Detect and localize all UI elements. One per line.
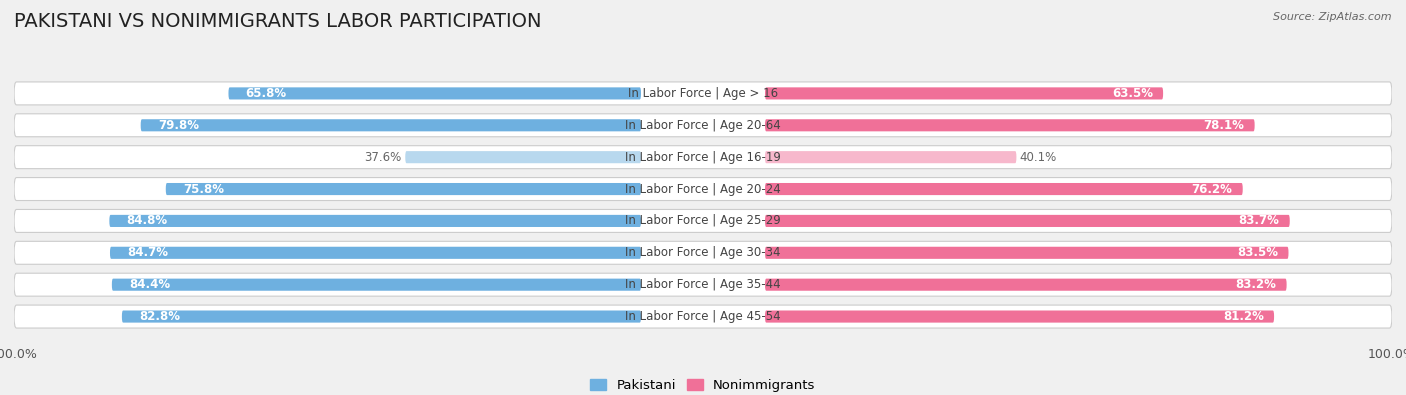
FancyBboxPatch shape xyxy=(14,209,1392,232)
FancyBboxPatch shape xyxy=(14,305,1392,328)
FancyBboxPatch shape xyxy=(641,150,765,164)
FancyBboxPatch shape xyxy=(641,246,765,260)
FancyBboxPatch shape xyxy=(641,214,765,228)
FancyBboxPatch shape xyxy=(14,273,1392,296)
FancyBboxPatch shape xyxy=(405,151,641,163)
Text: 40.1%: 40.1% xyxy=(1019,150,1057,164)
FancyBboxPatch shape xyxy=(765,183,1243,195)
Text: PAKISTANI VS NONIMMIGRANTS LABOR PARTICIPATION: PAKISTANI VS NONIMMIGRANTS LABOR PARTICI… xyxy=(14,12,541,31)
FancyBboxPatch shape xyxy=(14,241,1392,264)
FancyBboxPatch shape xyxy=(14,178,1392,201)
FancyBboxPatch shape xyxy=(641,278,765,292)
Text: In Labor Force | Age 20-24: In Labor Force | Age 20-24 xyxy=(626,182,780,196)
FancyBboxPatch shape xyxy=(765,215,1289,227)
Text: In Labor Force | Age > 16: In Labor Force | Age > 16 xyxy=(628,87,778,100)
FancyBboxPatch shape xyxy=(765,119,1254,132)
FancyBboxPatch shape xyxy=(14,146,1392,169)
Text: 81.2%: 81.2% xyxy=(1223,310,1264,323)
FancyBboxPatch shape xyxy=(765,278,1286,291)
FancyBboxPatch shape xyxy=(641,87,765,100)
Text: Source: ZipAtlas.com: Source: ZipAtlas.com xyxy=(1274,12,1392,22)
Text: 84.4%: 84.4% xyxy=(129,278,170,291)
Text: 79.8%: 79.8% xyxy=(157,119,198,132)
Text: 75.8%: 75.8% xyxy=(183,182,224,196)
Text: 83.5%: 83.5% xyxy=(1237,246,1278,259)
Text: 76.2%: 76.2% xyxy=(1191,182,1233,196)
Text: 37.6%: 37.6% xyxy=(364,150,402,164)
Text: In Labor Force | Age 25-29: In Labor Force | Age 25-29 xyxy=(626,214,780,228)
Text: 84.7%: 84.7% xyxy=(127,246,169,259)
Text: 83.2%: 83.2% xyxy=(1236,278,1277,291)
Text: 65.8%: 65.8% xyxy=(246,87,287,100)
FancyBboxPatch shape xyxy=(228,87,641,100)
FancyBboxPatch shape xyxy=(765,87,1163,100)
FancyBboxPatch shape xyxy=(14,114,1392,137)
Text: In Labor Force | Age 35-44: In Labor Force | Age 35-44 xyxy=(626,278,780,291)
Text: 63.5%: 63.5% xyxy=(1112,87,1153,100)
FancyBboxPatch shape xyxy=(110,247,641,259)
FancyBboxPatch shape xyxy=(166,183,641,195)
FancyBboxPatch shape xyxy=(765,310,1274,323)
Text: 83.7%: 83.7% xyxy=(1239,214,1279,228)
Text: In Labor Force | Age 30-34: In Labor Force | Age 30-34 xyxy=(626,246,780,259)
Text: 84.8%: 84.8% xyxy=(127,214,167,228)
FancyBboxPatch shape xyxy=(641,118,765,132)
FancyBboxPatch shape xyxy=(122,310,641,323)
FancyBboxPatch shape xyxy=(112,278,641,291)
FancyBboxPatch shape xyxy=(641,182,765,196)
Text: 78.1%: 78.1% xyxy=(1204,119,1244,132)
FancyBboxPatch shape xyxy=(141,119,641,132)
FancyBboxPatch shape xyxy=(641,310,765,324)
FancyBboxPatch shape xyxy=(765,151,1017,163)
Text: 82.8%: 82.8% xyxy=(139,310,180,323)
FancyBboxPatch shape xyxy=(110,215,641,227)
Text: In Labor Force | Age 16-19: In Labor Force | Age 16-19 xyxy=(626,150,780,164)
Text: In Labor Force | Age 45-54: In Labor Force | Age 45-54 xyxy=(626,310,780,323)
Text: In Labor Force | Age 20-64: In Labor Force | Age 20-64 xyxy=(626,119,780,132)
FancyBboxPatch shape xyxy=(765,247,1288,259)
FancyBboxPatch shape xyxy=(14,82,1392,105)
Legend: Pakistani, Nonimmigrants: Pakistani, Nonimmigrants xyxy=(585,373,821,395)
